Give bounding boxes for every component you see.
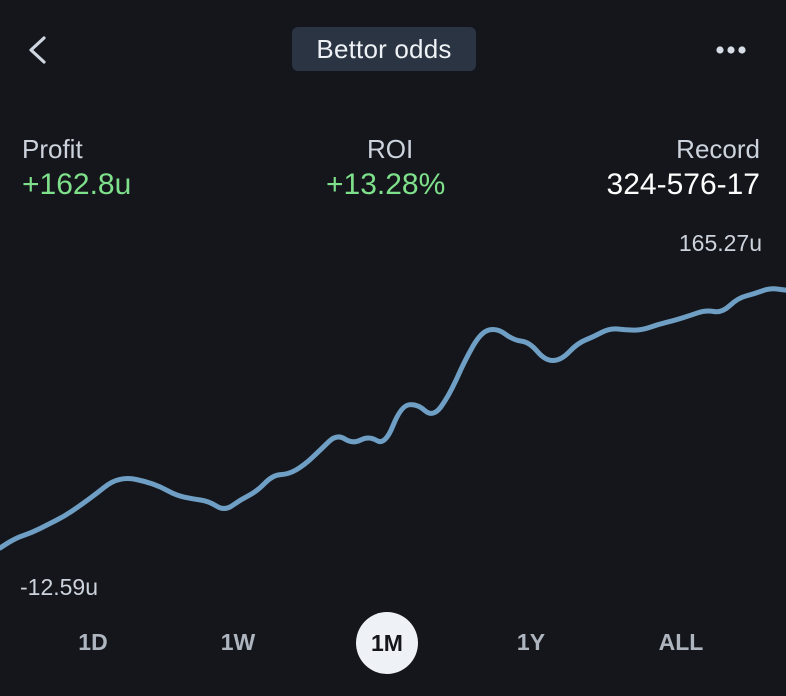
range-1w-button[interactable]: 1W — [220, 628, 256, 655]
roi-label: ROI — [367, 134, 414, 164]
roi-value: +13.28% — [326, 168, 446, 201]
more-button[interactable] — [710, 36, 754, 64]
range-all-button[interactable]: ALL — [658, 628, 704, 655]
back-button[interactable] — [22, 30, 52, 70]
profit-label: Profit — [22, 134, 83, 164]
record-value: 324-576-17 — [606, 168, 760, 201]
range-1m-button[interactable]: 1M — [356, 612, 418, 674]
chart-max-label: 165.27u — [678, 230, 762, 256]
chevron-left-icon — [29, 36, 46, 64]
more-horizontal-icon — [716, 46, 746, 54]
page-title: Bettor odds — [292, 27, 476, 71]
profit-series-line — [0, 286, 786, 551]
chart-min-label: -12.59u — [20, 574, 99, 600]
time-range-selector: 1D 1W 1M 1Y ALL — [0, 612, 786, 674]
header: Bettor odds — [0, 0, 786, 100]
profit-value: +162.8u — [22, 168, 132, 201]
range-1d-button[interactable]: 1D — [78, 628, 108, 655]
record-label: Record — [676, 134, 760, 164]
range-1y-button[interactable]: 1Y — [516, 628, 546, 655]
profit-chart — [0, 286, 786, 551]
